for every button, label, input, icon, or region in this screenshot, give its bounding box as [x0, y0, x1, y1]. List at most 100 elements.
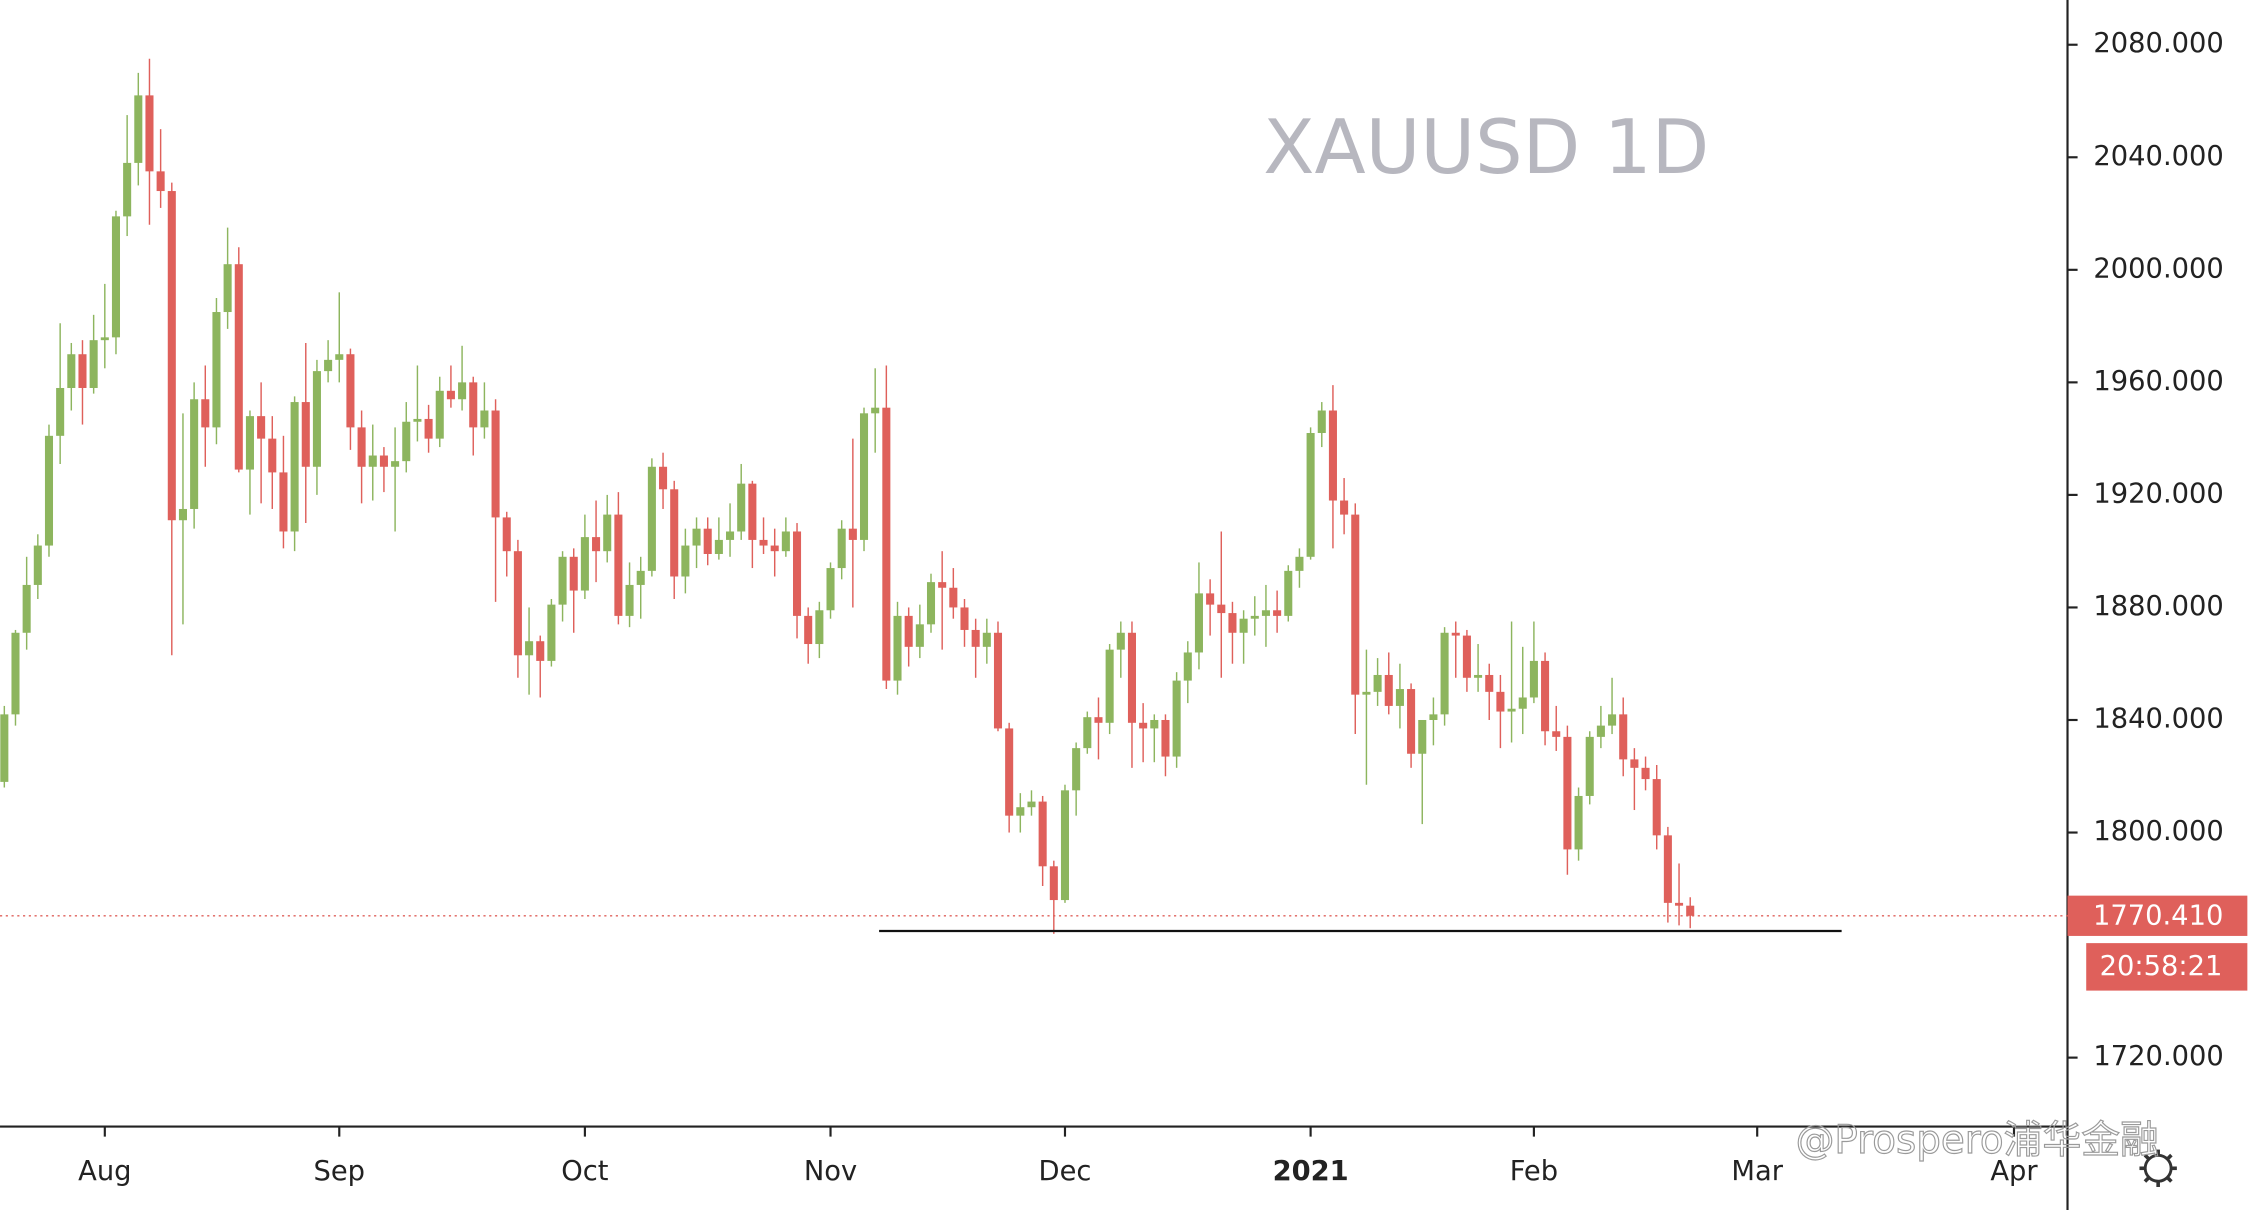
candle-body	[201, 399, 210, 428]
price-tag	[2067, 895, 2248, 936]
candle-body	[1105, 649, 1114, 723]
candle-body	[1328, 410, 1337, 501]
candle-body	[435, 390, 444, 439]
candle-body	[67, 354, 76, 388]
candle-body	[1596, 725, 1605, 737]
candle-body	[245, 416, 254, 470]
candle-body	[1273, 610, 1282, 616]
candle-body	[748, 483, 757, 540]
candle-body	[580, 537, 589, 591]
candle-body	[1351, 514, 1360, 695]
candle-body	[759, 539, 768, 546]
candle-body	[1529, 660, 1538, 698]
candle-body	[502, 517, 511, 552]
candle-body	[1641, 767, 1650, 780]
chart-title: XAUUSD 1D	[1263, 104, 1709, 191]
countdown-label: 20:58:21	[2100, 951, 2223, 982]
candle-body	[279, 472, 288, 532]
candle-body	[402, 421, 411, 462]
gear-tooth	[2143, 1153, 2151, 1161]
candle-body	[1094, 717, 1103, 723]
candle-body	[268, 438, 277, 473]
candle-body	[525, 641, 534, 656]
y-tick-label: 2080.000	[2093, 28, 2223, 59]
candle-body	[56, 387, 65, 436]
candle-body	[647, 466, 656, 571]
candle-body	[1507, 708, 1516, 712]
candle-body	[670, 489, 679, 577]
candle-body	[368, 455, 377, 467]
candle-body	[1384, 674, 1393, 706]
candle-body	[871, 407, 880, 414]
candle-body	[1194, 593, 1203, 653]
candle-body	[859, 413, 869, 540]
candle-body	[837, 528, 846, 569]
candle-body	[1116, 632, 1125, 650]
candle-body	[804, 615, 813, 645]
candle-body	[1541, 660, 1550, 732]
candle-body	[134, 95, 143, 163]
candle-body	[726, 531, 735, 540]
x-tick-label: Aug	[78, 1156, 131, 1187]
x-tick-label: Apr	[1990, 1156, 2038, 1187]
candle-body	[815, 610, 824, 645]
candle-body	[625, 584, 634, 616]
y-tick-label: 1720.000	[2093, 1041, 2223, 1072]
candle-body	[1038, 801, 1047, 867]
candle-body	[234, 264, 243, 470]
y-tick-label: 1920.000	[2093, 478, 2223, 509]
candle-body	[1161, 719, 1170, 757]
candle-body	[781, 531, 790, 552]
candle-body	[44, 435, 54, 546]
candle-body	[413, 418, 422, 422]
candle-body	[178, 508, 187, 521]
y-tick-label: 2040.000	[2093, 141, 2223, 172]
y-tick-label: 1840.000	[2093, 703, 2223, 734]
candle-body	[33, 545, 42, 585]
candle-body	[1005, 728, 1014, 816]
candle-body	[1663, 835, 1672, 903]
candle-body	[11, 632, 20, 715]
settings-icon[interactable]	[2139, 1149, 2177, 1187]
candle-body	[1172, 680, 1181, 757]
candle-body	[257, 416, 266, 439]
candle-body	[904, 615, 913, 647]
candle-body	[1284, 570, 1293, 616]
gear-tooth	[2166, 1153, 2173, 1161]
candle-body	[480, 410, 489, 428]
candle-body	[89, 340, 98, 388]
y-tick-label: 1960.000	[2093, 366, 2223, 397]
candle-body	[614, 514, 623, 616]
candle-body	[301, 402, 310, 467]
candle-body	[1295, 556, 1304, 571]
candle-body	[156, 171, 165, 192]
candle-body	[1261, 610, 1270, 616]
candle-body	[1608, 714, 1617, 726]
candle-body	[1060, 790, 1070, 901]
candle-body	[1228, 613, 1237, 633]
candle-body	[1340, 500, 1349, 515]
candle-body	[938, 582, 947, 588]
x-tick-label: Dec	[1039, 1156, 1092, 1187]
candle-body	[592, 537, 601, 552]
candle-body	[1652, 779, 1661, 836]
candle-body	[603, 514, 612, 552]
candle-body	[1585, 736, 1594, 796]
candle-body	[1630, 759, 1639, 768]
candle-body	[1206, 593, 1215, 605]
candle-body	[1496, 691, 1505, 712]
price-tag-label: 1770.410	[2093, 901, 2223, 932]
candle-body	[1027, 801, 1036, 808]
candle-body	[190, 399, 199, 509]
candle-body	[1552, 731, 1561, 737]
candle-body	[458, 382, 467, 400]
candle-body	[681, 545, 690, 577]
x-tick-label: Sep	[314, 1156, 366, 1187]
candle-body	[0, 714, 9, 782]
candle-body	[391, 461, 400, 467]
candle-body	[346, 354, 355, 428]
candle-body	[22, 584, 31, 633]
candle-body	[926, 582, 936, 625]
candle-body	[547, 604, 556, 661]
candle-body	[737, 483, 746, 532]
